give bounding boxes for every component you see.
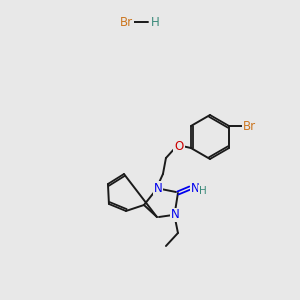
Text: N: N <box>154 182 162 194</box>
Text: N: N <box>171 208 179 221</box>
Text: Br: Br <box>119 16 133 28</box>
Text: O: O <box>174 140 184 152</box>
Text: Br: Br <box>242 119 256 133</box>
Text: N: N <box>190 182 199 194</box>
Text: N: N <box>154 182 162 194</box>
Text: H: H <box>199 186 207 196</box>
Text: H: H <box>151 16 159 28</box>
